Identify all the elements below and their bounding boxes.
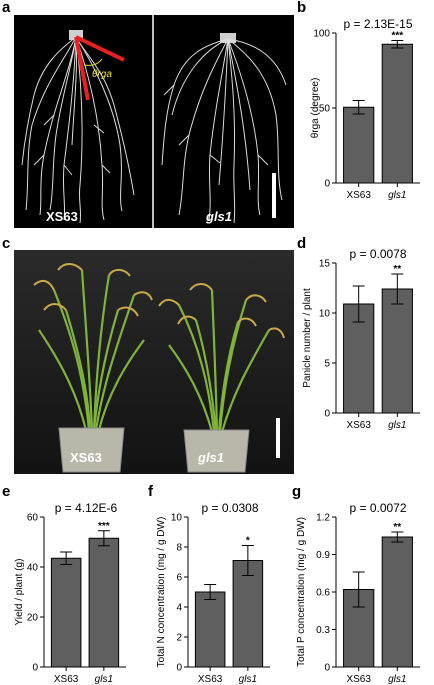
y-tick-label-e-0: 0 — [32, 663, 38, 674]
y-axis-label-f: Total N concentration (mg / g DW) — [156, 517, 167, 668]
bar-f-0 — [194, 591, 226, 668]
x-tick-label-b-1: gls1 — [388, 190, 406, 201]
y-tick-label-f-4: 8 — [176, 543, 182, 554]
x-tick-label-d-1: gls1 — [388, 420, 406, 431]
angle-label: θrga — [92, 69, 112, 80]
y-tick-label-f-2: 4 — [176, 603, 182, 614]
y-tick-label-g-4: 1.2 — [316, 513, 330, 524]
bar-d-1 — [381, 288, 413, 414]
pvalue-d: p = 0.0078 — [349, 247, 406, 261]
bar-e-1 — [88, 537, 120, 668]
y-tick-label-d-1: 5 — [324, 359, 330, 370]
y-tick-label-b-1: 50 — [319, 104, 331, 115]
pvalue-b: p = 2.13E-15 — [343, 17, 412, 31]
significance-b: *** — [391, 31, 403, 42]
rice-plant-photo: XS63 gls1 — [14, 250, 294, 474]
y-tick-label-g-3: 0.9 — [316, 550, 330, 561]
x-tick-label-d-0: XS63 — [346, 420, 371, 431]
y-tick-label-f-1: 2 — [176, 633, 182, 644]
y-axis-label-d: Panicle number / plant — [302, 288, 313, 388]
y-tick-label-g-0: 0 — [324, 663, 330, 674]
root-label-gls1: gls1 — [206, 209, 233, 224]
y-tick-label-f-0: 0 — [176, 663, 182, 674]
bar-g-1 — [381, 536, 413, 668]
bar-e-0 — [50, 557, 82, 668]
panel-letter-b: b — [297, 0, 307, 16]
scale-bar — [272, 173, 276, 218]
significance-e: *** — [98, 521, 110, 532]
plant-label-gls1: gls1 — [198, 450, 225, 465]
y-tick-label-e-3: 60 — [27, 513, 39, 524]
y-axis-label-g: Total P concentration (mg / g DW) — [296, 517, 307, 667]
root-system-image: θrga — [21, 15, 287, 228]
significance-g: ** — [393, 522, 401, 533]
panel-letter-c: c — [2, 235, 11, 252]
significance-f: * — [246, 536, 250, 547]
panel-letter-g: g — [292, 483, 302, 500]
y-tick-label-g-1: 0.3 — [316, 625, 330, 636]
y-tick-label-b-0: 0 — [324, 179, 330, 190]
pvalue-g: p = 0.0072 — [349, 501, 406, 515]
root-label-xs63: XS63 — [46, 209, 78, 224]
panel-letter-a: a — [2, 0, 11, 16]
x-tick-label-f-0: XS63 — [198, 674, 223, 685]
pvalue-e: p = 4.12E-6 — [55, 501, 118, 515]
plant-label-xs63: XS63 — [70, 450, 102, 465]
panel-letter-f: f — [148, 483, 153, 500]
y-tick-label-d-3: 15 — [319, 259, 331, 270]
y-tick-label-d-2: 10 — [319, 309, 331, 320]
y-tick-label-b-2: 100 — [313, 29, 330, 40]
bar-f-1 — [232, 560, 264, 668]
x-tick-label-f-1: gls1 — [239, 674, 257, 685]
rice-plant-image — [33, 263, 285, 473]
y-tick-label-f-3: 6 — [176, 573, 182, 584]
bar-b-0 — [343, 106, 375, 184]
y-tick-label-f-5: 10 — [171, 513, 183, 524]
bar-b-1 — [381, 43, 413, 184]
significance-d: ** — [393, 264, 401, 275]
y-tick-label-e-1: 20 — [27, 613, 39, 624]
x-tick-label-e-0: XS63 — [54, 674, 79, 685]
x-tick-label-e-1: gls1 — [95, 674, 113, 685]
x-tick-label-b-0: XS63 — [346, 190, 371, 201]
y-tick-label-e-2: 40 — [27, 563, 39, 574]
y-tick-label-g-2: 0.6 — [316, 588, 330, 599]
panel-letter-d: d — [297, 235, 307, 252]
y-axis-label-e: Yield / plant (g) — [14, 559, 25, 626]
x-tick-label-g-1: gls1 — [388, 674, 406, 685]
x-tick-label-g-0: XS63 — [346, 674, 371, 685]
pvalue-f: p = 0.0308 — [201, 501, 258, 515]
panel-letter-e: e — [2, 483, 11, 500]
root-images-panel: θrga XS63 gls1 — [14, 15, 294, 228]
y-tick-label-d-0: 0 — [324, 409, 330, 420]
y-axis-label-b: θrga (degree) — [310, 78, 321, 139]
